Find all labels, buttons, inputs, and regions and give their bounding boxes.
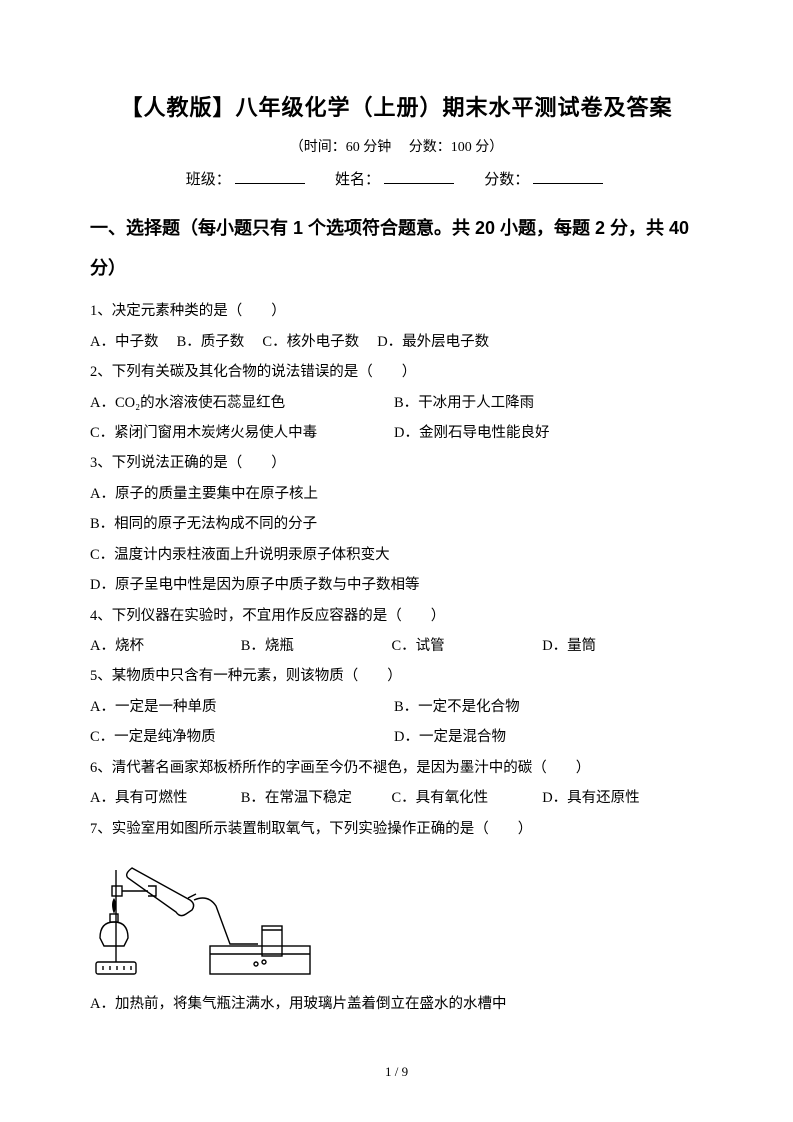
q6-option-b: B．在常温下稳定 xyxy=(241,783,388,813)
q6-option-a: A．具有可燃性 xyxy=(90,783,237,813)
q1-option-c: C．核外电子数 xyxy=(262,327,359,357)
student-info: 班级： 姓名： 分数： xyxy=(90,168,703,189)
q4-option-b: B．烧瓶 xyxy=(241,631,388,661)
apparatus-diagram xyxy=(90,850,703,985)
score-field-label: 分数： xyxy=(484,172,529,188)
page-total: 9 xyxy=(402,1064,409,1079)
q2-option-c: C．紧闭门窗用木炭烤火易使人中毒 xyxy=(90,418,390,448)
question-6: 6、清代著名画家郑板桥所作的字画至今仍不褪色，是因为墨汁中的碳（ ） xyxy=(90,753,703,783)
name-label: 姓名： xyxy=(335,172,380,188)
question-7: 7、实验室用如图所示装置制取氧气，下列实验操作正确的是（ ） xyxy=(90,814,703,844)
class-label: 班级： xyxy=(186,172,231,188)
question-3: 3、下列说法正确的是（ ） xyxy=(90,448,703,478)
question-2-options: A．CO₂的水溶液使石蕊显红色 B．干冰用于人工降雨 C．紧闭门窗用木炭烤火易使… xyxy=(90,388,703,449)
time-label: （时间：60 分钟 xyxy=(290,140,392,155)
exam-title: 【人教版】八年级化学（上册）期末水平测试卷及答案 xyxy=(90,90,703,122)
q3-option-b: B．相同的原子无法构成不同的分子 xyxy=(90,509,703,539)
apparatus-svg xyxy=(90,850,320,980)
question-4-options: A．烧杯 B．烧瓶 C．试管 D．量筒 xyxy=(90,631,703,661)
q5-option-a: A．一定是一种单质 xyxy=(90,692,390,722)
q3-option-c: C．温度计内汞柱液面上升说明汞原子体积变大 xyxy=(90,540,703,570)
q3-option-d: D．原子呈电中性是因为原子中质子数与中子数相等 xyxy=(90,570,703,600)
question-7-options: A．加热前，将集气瓶注满水，用玻璃片盖着倒立在盛水的水槽中 xyxy=(90,989,703,1019)
class-blank[interactable] xyxy=(235,168,305,184)
question-2: 2、下列有关碳及其化合物的说法错误的是（ ） xyxy=(90,357,703,387)
q5-option-b: B．一定不是化合物 xyxy=(394,692,694,722)
q1-option-d: D．最外层电子数 xyxy=(377,327,489,357)
name-blank[interactable] xyxy=(384,168,454,184)
q6-option-d: D．具有还原性 xyxy=(542,783,689,813)
question-1-options: A．中子数 B．质子数 C．核外电子数 D．最外层电子数 xyxy=(90,327,703,357)
question-6-options: A．具有可燃性 B．在常温下稳定 C．具有氧化性 D．具有还原性 xyxy=(90,783,703,813)
q1-option-b: B．质子数 xyxy=(177,327,245,357)
q4-option-c: C．试管 xyxy=(391,631,538,661)
q4-option-d: D．量筒 xyxy=(542,631,689,661)
q7-option-a: A．加热前，将集气瓶注满水，用玻璃片盖着倒立在盛水的水槽中 xyxy=(90,989,703,1019)
page-number: 1 / 9 xyxy=(0,1064,793,1080)
question-1: 1、决定元素种类的是（ ） xyxy=(90,296,703,326)
q3-option-a: A．原子的质量主要集中在原子核上 xyxy=(90,479,703,509)
question-5-options: A．一定是一种单质 B．一定不是化合物 C．一定是纯净物质 D．一定是混合物 xyxy=(90,692,703,753)
q2-option-d: D．金刚石导电性能良好 xyxy=(394,418,694,448)
section-1-heading: 一、选择题（每小题只有 1 个选项符合题意。共 20 小题，每题 2 分，共 4… xyxy=(90,209,703,288)
page-sep: / xyxy=(391,1064,401,1079)
score-blank[interactable] xyxy=(533,168,603,184)
q5-option-d: D．一定是混合物 xyxy=(394,722,694,752)
q1-option-a: A．中子数 xyxy=(90,327,158,357)
q6-option-c: C．具有氧化性 xyxy=(391,783,538,813)
q2-option-a: A．CO₂的水溶液使石蕊显红色 xyxy=(90,388,390,418)
score-label: 分数：100 分） xyxy=(409,140,504,155)
q2-option-b: B．干冰用于人工降雨 xyxy=(394,388,694,418)
q4-option-a: A．烧杯 xyxy=(90,631,237,661)
question-4: 4、下列仪器在实验时，不宜用作反应容器的是（ ） xyxy=(90,601,703,631)
question-3-options: A．原子的质量主要集中在原子核上 B．相同的原子无法构成不同的分子 C．温度计内… xyxy=(90,479,703,601)
exam-meta: （时间：60 分钟 分数：100 分） xyxy=(90,136,703,156)
q5-option-c: C．一定是纯净物质 xyxy=(90,722,390,752)
question-5: 5、某物质中只含有一种元素，则该物质（ ） xyxy=(90,661,703,691)
